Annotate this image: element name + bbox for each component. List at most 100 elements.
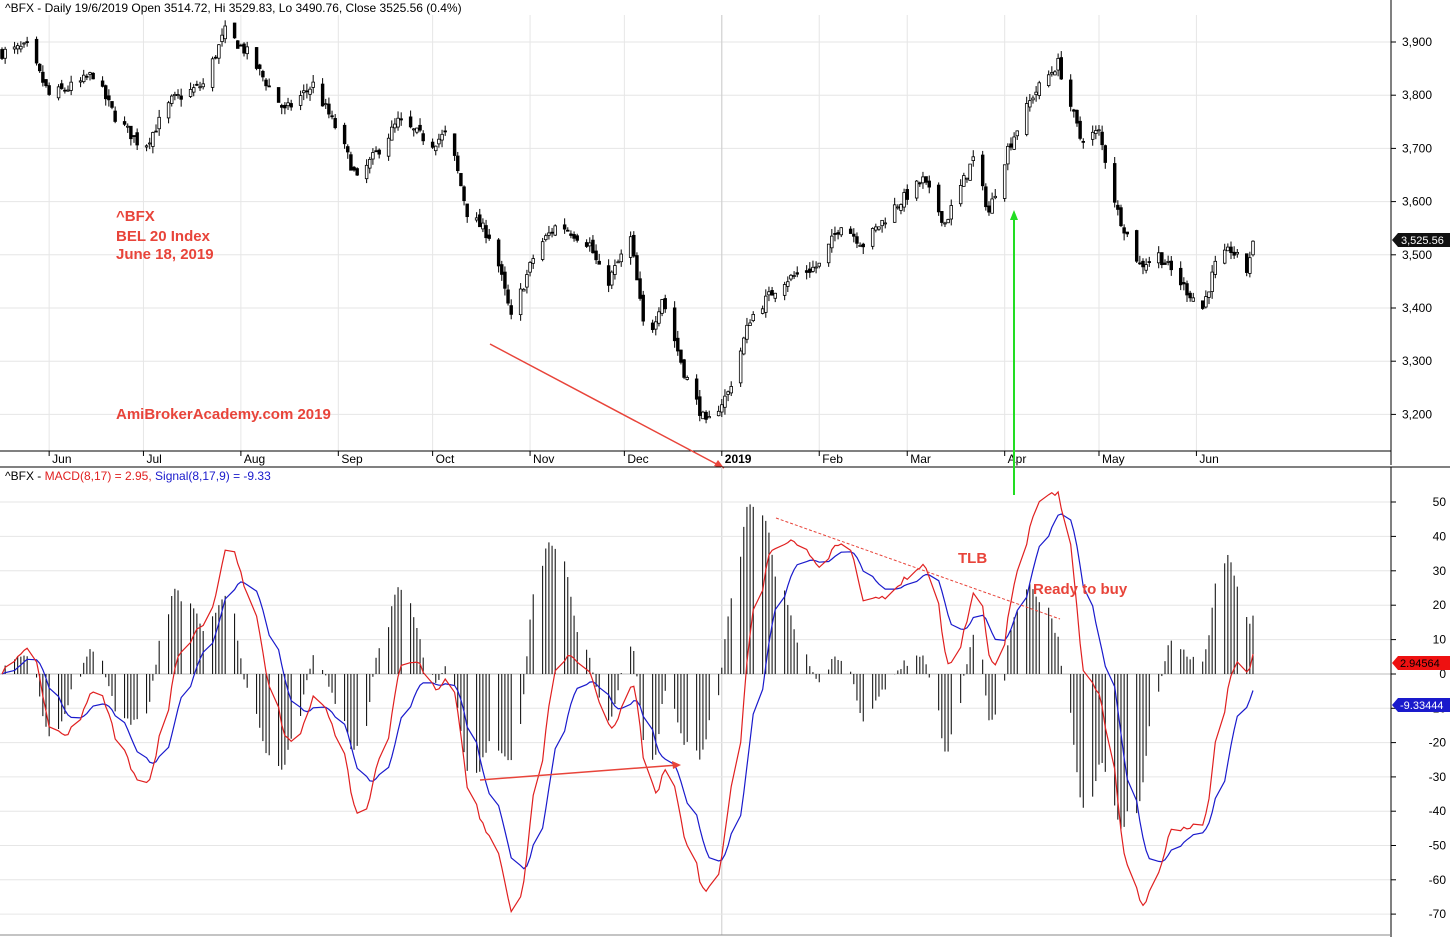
candle bbox=[1122, 224, 1126, 241]
candle bbox=[924, 176, 928, 185]
candle bbox=[220, 28, 224, 47]
candle bbox=[1059, 51, 1063, 80]
date-tick-label: Dec bbox=[627, 452, 648, 466]
candle bbox=[760, 305, 765, 315]
candle bbox=[1031, 95, 1035, 104]
candle bbox=[742, 336, 746, 356]
candle bbox=[1037, 80, 1041, 100]
candle bbox=[965, 177, 969, 183]
candle bbox=[522, 287, 526, 292]
candle bbox=[562, 218, 567, 234]
date-tick-label: Sep bbox=[341, 452, 363, 466]
date-tick-label: 2019 bbox=[725, 452, 752, 466]
candle bbox=[902, 188, 906, 212]
candle bbox=[852, 228, 856, 243]
macd-tick-label: 0 bbox=[1439, 667, 1446, 681]
candle bbox=[217, 44, 221, 64]
date-tick-label: Jun bbox=[52, 452, 71, 466]
candle bbox=[478, 208, 482, 228]
candle bbox=[946, 218, 950, 224]
candle bbox=[544, 233, 548, 242]
candle bbox=[1251, 240, 1255, 257]
macd-panel: -70-60-50-40-30-20-1001020304050 ^BFX - … bbox=[0, 467, 1450, 937]
candle bbox=[386, 133, 391, 161]
candle bbox=[682, 358, 686, 380]
candle bbox=[41, 65, 45, 87]
candle bbox=[430, 138, 435, 149]
macd-tick-label: 10 bbox=[1433, 633, 1447, 647]
candle bbox=[19, 41, 23, 53]
symbol-annotation: ^BFX bbox=[116, 208, 155, 225]
candle bbox=[1134, 229, 1139, 263]
candle bbox=[833, 226, 837, 242]
candle bbox=[509, 299, 513, 320]
candle bbox=[192, 83, 196, 97]
candle bbox=[984, 183, 988, 211]
candle bbox=[572, 231, 576, 242]
ready-to-buy-annotation: Ready to buy bbox=[1033, 581, 1128, 598]
candle bbox=[641, 290, 645, 326]
candle bbox=[342, 122, 347, 149]
candle bbox=[85, 73, 89, 81]
candle bbox=[792, 271, 796, 280]
candle bbox=[496, 238, 501, 273]
candle bbox=[804, 265, 809, 280]
candle bbox=[723, 389, 727, 415]
candle bbox=[465, 203, 469, 223]
candle bbox=[914, 180, 919, 201]
candle bbox=[408, 110, 413, 129]
candle bbox=[308, 86, 312, 101]
candle bbox=[808, 262, 812, 278]
candle bbox=[1144, 258, 1148, 274]
candle bbox=[892, 197, 897, 223]
candle bbox=[264, 78, 268, 91]
macd-value-tag: 2.94564 bbox=[1392, 656, 1450, 670]
candle bbox=[1053, 70, 1057, 76]
macd-trendline-tlb bbox=[775, 517, 1061, 620]
candle bbox=[371, 148, 375, 165]
macd-tick-label: -60 bbox=[1429, 873, 1447, 887]
candle bbox=[720, 398, 724, 418]
candle bbox=[921, 171, 925, 189]
candle bbox=[1169, 256, 1173, 276]
candle bbox=[971, 150, 975, 167]
candle bbox=[452, 133, 457, 161]
candle bbox=[685, 375, 689, 381]
candle bbox=[861, 242, 865, 254]
candle bbox=[399, 112, 403, 126]
macd-header-macd: MACD(8,17) = 2.95, bbox=[45, 469, 152, 483]
candle bbox=[764, 289, 768, 318]
candle bbox=[151, 131, 155, 154]
candle bbox=[650, 319, 655, 333]
candle bbox=[540, 237, 545, 262]
candle bbox=[56, 84, 61, 101]
candle bbox=[826, 243, 831, 267]
candle bbox=[704, 410, 708, 424]
candle bbox=[660, 298, 664, 317]
candle bbox=[1178, 261, 1183, 291]
candle bbox=[1138, 255, 1142, 265]
candle bbox=[663, 294, 667, 313]
candle bbox=[782, 281, 787, 301]
candle bbox=[1156, 246, 1161, 269]
price-tick-label: 3,800 bbox=[1402, 88, 1432, 102]
candle bbox=[236, 40, 240, 49]
candle bbox=[943, 221, 947, 228]
candle bbox=[729, 381, 733, 397]
candlesticks bbox=[0, 20, 1255, 424]
candle bbox=[305, 83, 309, 99]
candle bbox=[789, 273, 793, 282]
candle bbox=[1116, 200, 1120, 216]
candle bbox=[518, 283, 523, 321]
candle bbox=[173, 91, 177, 101]
candle bbox=[176, 89, 180, 99]
candle bbox=[66, 85, 70, 92]
price-panel: 3,200 3,300 3,400 3,500 3,600 3,700 3,800 3,900… bbox=[0, 0, 1450, 469]
candle bbox=[575, 233, 579, 243]
candle bbox=[707, 410, 711, 419]
candle bbox=[619, 249, 623, 267]
candle bbox=[148, 137, 152, 150]
candle bbox=[1141, 258, 1145, 275]
macd-tick-label: 20 bbox=[1433, 598, 1447, 612]
macd-header: ^BFX - MACD(8,17) = 2.95, Signal(8,17,9)… bbox=[5, 469, 271, 483]
